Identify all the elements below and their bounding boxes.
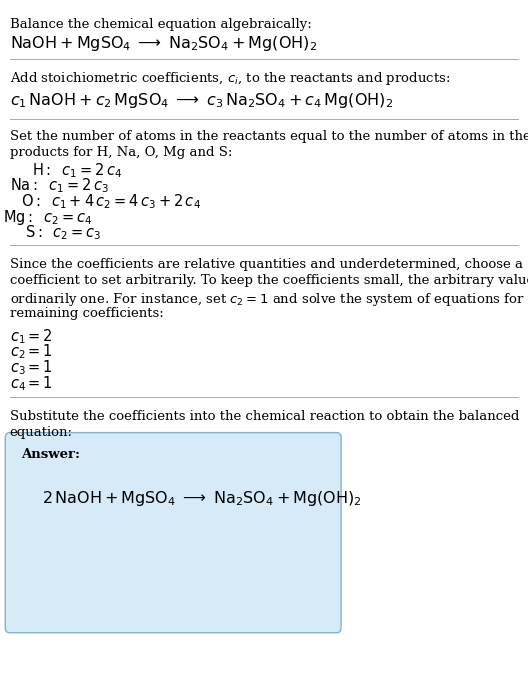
Text: coefficient to set arbitrarily. To keep the coefficients small, the arbitrary va: coefficient to set arbitrarily. To keep … xyxy=(10,274,528,287)
Text: $\mathrm{S{:}}\;\;c_2 = c_3$: $\mathrm{S{:}}\;\;c_2 = c_3$ xyxy=(25,223,102,242)
Text: $c_4 = 1$: $c_4 = 1$ xyxy=(10,374,52,393)
Text: $\mathrm{O{:}}\;\;c_1 + 4\,c_2 = 4\,c_3 + 2\,c_4$: $\mathrm{O{:}}\;\;c_1 + 4\,c_2 = 4\,c_3 … xyxy=(21,192,201,211)
FancyBboxPatch shape xyxy=(5,433,341,633)
Text: ordinarily one. For instance, set $c_2 = 1$ and solve the system of equations fo: ordinarily one. For instance, set $c_2 =… xyxy=(10,291,528,308)
Text: Answer:: Answer: xyxy=(21,448,80,461)
Text: $c_3 = 1$: $c_3 = 1$ xyxy=(10,358,52,377)
Text: Since the coefficients are relative quantities and underdetermined, choose a: Since the coefficients are relative quan… xyxy=(10,258,523,271)
Text: $\mathrm{H{:}}\;\;c_1 = 2\,c_4$: $\mathrm{H{:}}\;\;c_1 = 2\,c_4$ xyxy=(32,161,122,180)
Text: $c_1\,\mathrm{NaOH} + c_2\,\mathrm{MgSO_4} \;\longrightarrow\; c_3\,\mathrm{Na_2: $c_1\,\mathrm{NaOH} + c_2\,\mathrm{MgSO_… xyxy=(10,91,392,110)
Text: $2\,\mathrm{NaOH + MgSO_4 \;\longrightarrow\; Na_2SO_4 + Mg(OH)_2}$: $2\,\mathrm{NaOH + MgSO_4 \;\longrightar… xyxy=(42,489,362,508)
Text: Substitute the coefficients into the chemical reaction to obtain the balanced: Substitute the coefficients into the che… xyxy=(10,410,519,422)
Text: $\mathrm{NaOH + MgSO_4 \;\longrightarrow\; Na_2SO_4 + Mg(OH)_2}$: $\mathrm{NaOH + MgSO_4 \;\longrightarrow… xyxy=(10,34,317,53)
Text: $\mathrm{Mg{:}}\;\;c_2 = c_4$: $\mathrm{Mg{:}}\;\;c_2 = c_4$ xyxy=(3,208,92,226)
Text: $c_2 = 1$: $c_2 = 1$ xyxy=(10,343,52,362)
Text: $\mathrm{Na{:}}\;\;c_1 = 2\,c_3$: $\mathrm{Na{:}}\;\;c_1 = 2\,c_3$ xyxy=(10,176,108,195)
Text: remaining coefficients:: remaining coefficients: xyxy=(10,307,163,320)
Text: Set the number of atoms in the reactants equal to the number of atoms in the: Set the number of atoms in the reactants… xyxy=(10,130,528,143)
Text: equation:: equation: xyxy=(10,426,72,439)
Text: $c_1 = 2$: $c_1 = 2$ xyxy=(10,327,52,346)
Text: Add stoichiometric coefficients, $c_i$, to the reactants and products:: Add stoichiometric coefficients, $c_i$, … xyxy=(10,70,450,87)
Text: products for H, Na, O, Mg and S:: products for H, Na, O, Mg and S: xyxy=(10,146,232,159)
Text: Balance the chemical equation algebraically:: Balance the chemical equation algebraica… xyxy=(10,18,311,30)
